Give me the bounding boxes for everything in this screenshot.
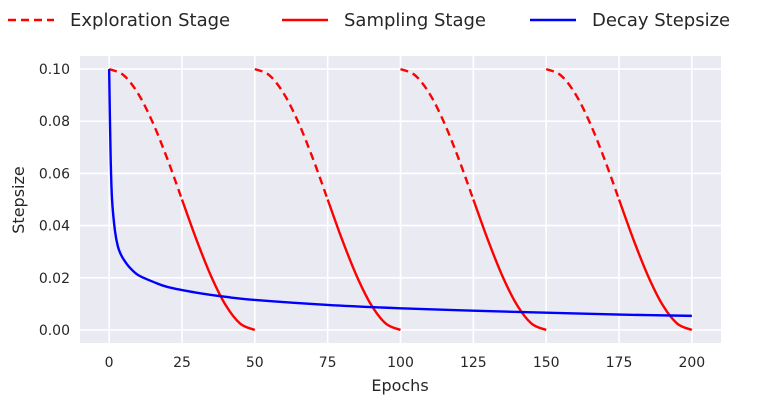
legend-label: Decay Stepsize — [592, 10, 730, 31]
sampling-stage-line — [617, 199, 693, 332]
y-tick-label: 0.10 — [39, 62, 70, 78]
x-tick-labels: 0 25 50 75 100 125 150 175 200 — [105, 355, 706, 371]
series-group — [107, 67, 693, 332]
x-tick-label: 100 — [387, 355, 414, 371]
y-tick-label: 0.08 — [39, 114, 70, 130]
y-tick-label: 0.06 — [39, 166, 70, 182]
x-axis-label: Epochs — [371, 376, 428, 395]
y-tick-label: 0.04 — [39, 219, 70, 235]
grid — [80, 56, 721, 343]
legend-label: Exploration Stage — [70, 10, 230, 31]
x-tick-label: 50 — [246, 355, 264, 371]
exploration-stage-line — [400, 67, 475, 200]
y-tick-labels: 0.00 0.02 0.04 0.06 0.08 0.10 — [39, 62, 70, 339]
sampling-stage-line — [326, 199, 401, 332]
exploration-stage-line — [108, 67, 184, 200]
x-tick-label: 150 — [533, 355, 560, 371]
legend: Exploration Stage Sampling Stage Decay Ste… — [8, 10, 730, 31]
x-tick-label: 0 — [105, 355, 114, 371]
y-tick-label: 0.00 — [39, 323, 70, 339]
y-tick-label: 0.02 — [39, 271, 70, 287]
sampling-stage-line — [180, 199, 256, 332]
x-tick-label: 175 — [606, 355, 633, 371]
legend-label: Sampling Stage — [344, 10, 486, 31]
x-tick-label: 200 — [678, 355, 705, 371]
x-tick-label: 25 — [173, 355, 191, 371]
decay-stepsize-line — [107, 69, 692, 318]
exploration-stage-line — [254, 67, 329, 200]
x-tick-label: 75 — [319, 355, 337, 371]
x-tick-label: 125 — [460, 355, 487, 371]
y-axis-label: Stepsize — [9, 166, 28, 233]
exploration-stage-line — [545, 67, 621, 200]
sampling-stage-line — [472, 199, 547, 332]
